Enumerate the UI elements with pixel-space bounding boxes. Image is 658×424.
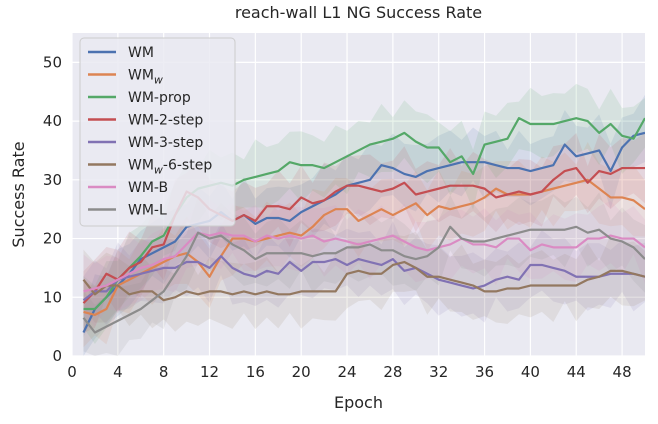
- x-tick-label: 44: [567, 363, 586, 381]
- y-tick-label: 10: [43, 288, 62, 306]
- x-tick-label: 4: [113, 363, 123, 381]
- legend: WMWMwWM-propWM-2-stepWM-3-stepWMw-6-step…: [79, 37, 236, 227]
- y-tick-label: 40: [43, 112, 62, 130]
- x-tick-label: 16: [246, 363, 265, 381]
- x-tick-labels: 0 4 8 12 16 20 24 28 32 36 40 44 48: [67, 363, 631, 381]
- series-lines: [82, 117, 645, 334]
- x-tick-label: 12: [200, 363, 219, 381]
- series-line-wm: [82, 131, 645, 333]
- band-wm-w-6-step: [83, 231, 645, 332]
- x-tick-label: 20: [292, 363, 311, 381]
- legend-label-wm-b: WM-B: [128, 180, 168, 196]
- series-line-wm-b: [83, 231, 645, 293]
- x-tick-label: 0: [67, 363, 77, 381]
- x-tick-label: 32: [429, 363, 448, 381]
- x-tick-label: 8: [159, 363, 169, 381]
- x-tick-label: 36: [475, 363, 494, 381]
- x-tick-label: 40: [521, 363, 540, 381]
- band-wm: [83, 94, 645, 356]
- legend-box: [79, 37, 236, 227]
- x-tick-label: 28: [383, 363, 402, 381]
- legend-label-wm-3-step: WM-3-step: [128, 135, 203, 151]
- band-wm-2-step: [83, 133, 645, 334]
- x-tick-label: 24: [337, 363, 356, 381]
- y-tick-label: 20: [43, 230, 62, 248]
- series-line-wm-l: [82, 225, 645, 334]
- legend-label-wm-l: WM-L: [128, 203, 167, 219]
- legend-label-wm-prop: WM-prop: [128, 90, 191, 106]
- y-tick-label: 50: [43, 53, 62, 71]
- series-line-wm-w-6-step: [82, 260, 645, 302]
- band-wm-b: [83, 199, 645, 327]
- series-line-wm-3-step: [82, 255, 645, 302]
- legend-label-wm-2-step: WM-2-step: [128, 113, 203, 129]
- chart-title: reach-wall L1 NG Success Rate: [235, 3, 482, 22]
- band-wm-prop: [83, 83, 645, 345]
- y-tick-label: 0: [52, 347, 62, 365]
- legend-label-wm-w-6-step: WMw-6-step: [128, 158, 212, 177]
- legend-label-wm: WM: [128, 45, 154, 61]
- y-axis-label: Success Rate: [9, 141, 28, 247]
- x-tick-label: 48: [613, 363, 632, 381]
- x-axis-label: Epoch: [334, 393, 383, 412]
- y-tick-label: 30: [43, 171, 62, 189]
- y-tick-labels: 0 10 20 30 40 50: [43, 53, 62, 365]
